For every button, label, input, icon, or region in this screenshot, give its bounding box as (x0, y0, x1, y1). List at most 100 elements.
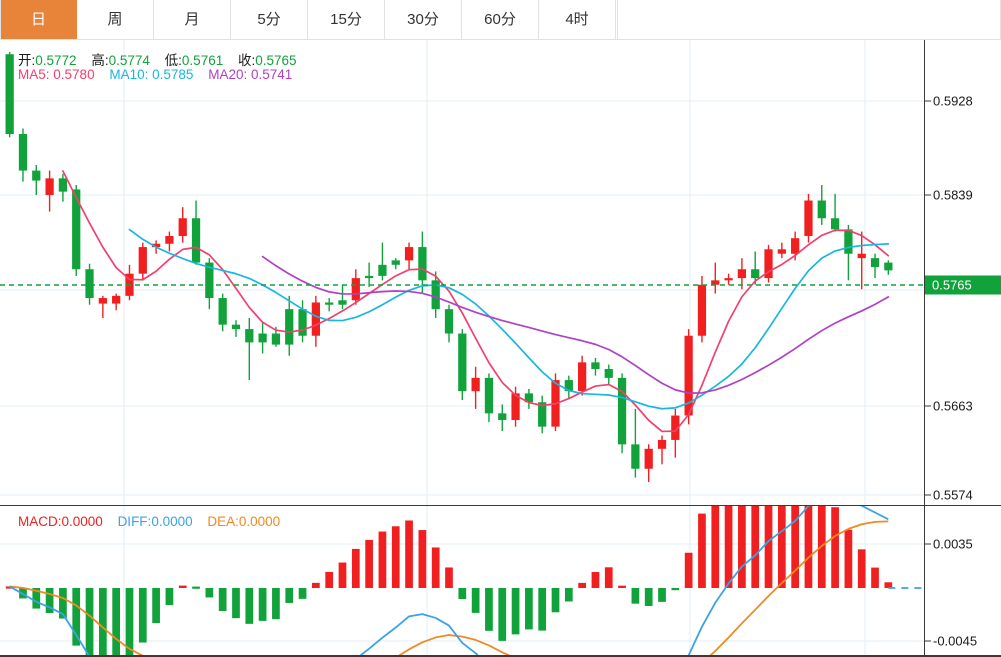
tabbar-filler (617, 0, 1001, 39)
macd-histogram-bar-15 (205, 588, 214, 598)
period-tabbar: 日周月 5分 15分 30分 60分 4时 (0, 0, 1001, 40)
candle-22 (298, 300, 307, 343)
candle-34 (458, 329, 467, 401)
macd-histogram-bar-19 (258, 588, 267, 621)
candle-64 (857, 231, 866, 290)
period-tabstrip: 日周月 5分 15分 30分 60分 4时 (0, 0, 616, 39)
macd-histogram-bar-58 (777, 506, 786, 588)
macd-histogram-bar-4 (59, 588, 67, 619)
candle-24 (325, 298, 334, 312)
macd-histogram-bar-43 (578, 582, 586, 588)
macd-histogram-bar-47 (631, 588, 640, 604)
candle-3 (45, 170, 54, 212)
candle-17 (231, 320, 241, 337)
candle-35 (471, 366, 480, 409)
candle-54 (724, 273, 733, 285)
candle-40 (538, 395, 547, 434)
ma10-line (128, 228, 890, 410)
candle-14 (191, 200, 201, 265)
candle-52 (697, 275, 707, 343)
period-tab-7[interactable]: 4时 (539, 0, 616, 39)
candle-30 (404, 242, 414, 270)
candle-6 (85, 263, 94, 305)
macd-histogram-bar-20 (272, 588, 280, 620)
macd-histogram-bar-10 (138, 588, 147, 643)
candle-53 (711, 262, 720, 294)
period-tab-0[interactable]: 日 (0, 0, 77, 39)
macd-histogram-bar-25 (338, 562, 347, 588)
candle-13 (178, 207, 187, 243)
candle-62 (830, 193, 840, 232)
ma20-line (261, 255, 890, 394)
macd-histogram-bar-3 (45, 588, 54, 613)
candle-49 (657, 435, 667, 465)
macd-histogram-bar-32 (431, 547, 440, 588)
candle-1 (18, 128, 28, 182)
candle-47 (631, 408, 640, 478)
candle-50 (671, 408, 680, 458)
macd-histogram-bar-45 (604, 567, 613, 588)
macd-histogram-bar-54 (724, 506, 733, 588)
chart-bottom-border (0, 655, 1001, 657)
macd-histogram-bar-40 (538, 588, 547, 631)
macd-histogram-bar-16 (218, 588, 227, 611)
period-tab-4[interactable]: 15分 (308, 0, 385, 39)
candle-58 (777, 242, 786, 259)
candle-31 (418, 231, 427, 294)
candle-8 (112, 293, 121, 311)
period-tab-6[interactable]: 60分 (462, 0, 539, 39)
macd-histogram-bar-31 (418, 530, 427, 588)
macd-histogram-bar-48 (644, 588, 653, 606)
candle-25 (338, 284, 347, 310)
macd-histogram-bar-39 (525, 588, 533, 630)
macd-histogram-bar-49 (658, 588, 666, 602)
macd-histogram-bar-28 (378, 531, 387, 588)
macd-histogram-bar-27 (365, 539, 373, 588)
macd-histogram-bar-37 (498, 588, 507, 641)
candle-9 (125, 264, 134, 301)
macd-histogram-bar-36 (485, 588, 493, 631)
macd-histogram-bar-66 (884, 582, 893, 588)
macd-histogram-bar-24 (325, 571, 334, 588)
candle-16 (218, 293, 227, 332)
candle-26 (351, 269, 360, 305)
period-tab-2[interactable]: 月 (154, 0, 231, 39)
macd-histogram-bar-26 (351, 548, 360, 588)
candle-10 (138, 242, 147, 280)
macd-histogram-bar-29 (391, 526, 400, 588)
macd-histogram-bar-35 (471, 588, 480, 613)
macd-histogram-bar-51 (684, 552, 693, 588)
candle-5 (72, 185, 81, 276)
candle-2 (32, 165, 41, 195)
candle-39 (524, 388, 533, 409)
candle-43 (578, 355, 587, 396)
diff-line (9, 506, 889, 657)
macd-histogram-bar-62 (831, 507, 839, 588)
candle-55 (737, 258, 747, 290)
candle-21 (285, 295, 294, 356)
macd-histogram-bar-63 (844, 529, 853, 588)
candle-0 (5, 52, 14, 138)
candle-48 (644, 444, 653, 483)
macd-histogram-bar-7 (98, 588, 107, 657)
period-tab-3[interactable]: 5分 (231, 0, 308, 39)
macd-histogram-bar-21 (285, 588, 294, 603)
macd-chart-pane[interactable] (0, 506, 1001, 657)
candle-63 (844, 224, 853, 281)
candle-45 (604, 364, 613, 385)
pane-divider (0, 505, 1001, 506)
macd-histogram-bar-59 (791, 506, 800, 588)
price-chart-pane[interactable] (0, 40, 1001, 506)
candle-56 (751, 251, 760, 285)
macd-histogram-bar-6 (85, 588, 94, 657)
candle-12 (165, 231, 174, 252)
macd-histogram-bar-30 (405, 520, 413, 588)
period-tab-1[interactable]: 周 (77, 0, 154, 39)
candle-23 (311, 295, 320, 347)
period-tab-5[interactable]: 30分 (385, 0, 462, 39)
price-chart-svg (0, 40, 931, 506)
candle-38 (511, 386, 520, 427)
macd-histogram-bar-64 (857, 549, 866, 588)
macd-histogram-bar-46 (618, 585, 626, 588)
macd-histogram-bar-18 (245, 588, 254, 624)
